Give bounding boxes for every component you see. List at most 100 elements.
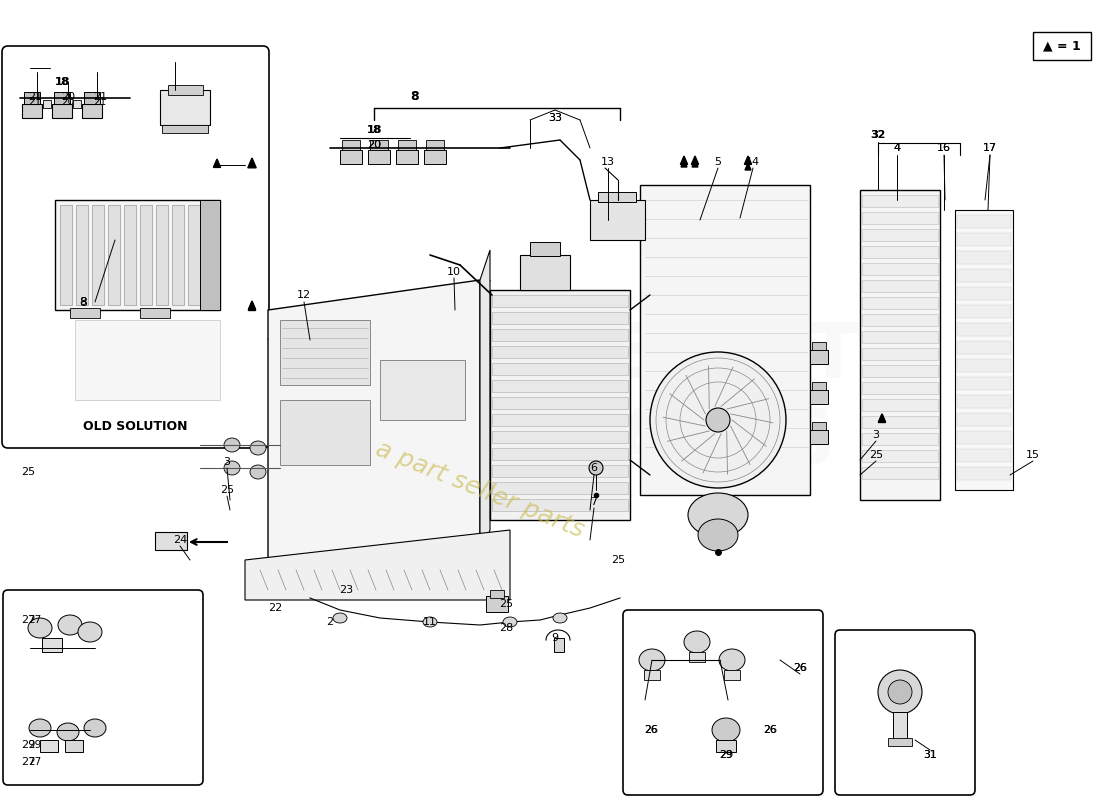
Text: 21: 21 [92,92,107,102]
Bar [162,125,208,133]
Bar [280,320,370,385]
Bar [140,205,152,305]
Bar [172,205,184,305]
Bar [689,652,705,662]
Bar [716,740,736,752]
Bar [75,320,220,400]
Polygon shape [745,163,751,170]
Bar [957,359,1011,372]
Text: 8: 8 [411,92,419,102]
Bar [490,590,504,598]
FancyBboxPatch shape [835,630,975,795]
Text: 25: 25 [21,467,35,477]
Ellipse shape [888,680,912,704]
Polygon shape [249,302,255,310]
Bar [492,397,628,409]
Bar [862,416,938,428]
Bar [84,92,100,104]
Text: 10: 10 [447,267,461,277]
Ellipse shape [553,613,566,623]
Text: 20: 20 [62,97,75,107]
FancyBboxPatch shape [3,590,204,785]
Text: 27: 27 [21,615,35,625]
Bar [724,670,740,680]
Text: 18: 18 [54,77,69,87]
Text: 26: 26 [793,663,806,673]
Text: 25: 25 [499,599,513,609]
Bar [957,431,1011,444]
Text: 20: 20 [60,92,75,102]
Bar [188,205,200,305]
Bar [82,104,102,118]
Bar [52,104,72,118]
Bar [860,190,940,500]
Text: 25: 25 [610,555,625,565]
Bar [957,413,1011,426]
Bar [490,290,630,520]
Ellipse shape [719,649,745,671]
Bar [492,414,628,426]
Ellipse shape [588,461,603,475]
Text: 5: 5 [715,157,722,167]
Bar [155,532,187,550]
Text: 22: 22 [268,603,282,613]
FancyBboxPatch shape [2,46,270,448]
Bar [955,210,1013,490]
Text: 12: 12 [297,290,311,300]
Text: ▲ = 1: ▲ = 1 [1043,39,1081,53]
Bar [812,382,826,390]
Bar [340,150,362,164]
Text: 29: 29 [719,750,733,760]
Bar [140,308,170,318]
Bar [160,90,210,125]
Text: 2: 2 [327,617,333,627]
Text: 25: 25 [220,485,234,495]
Polygon shape [480,250,490,560]
Text: 16: 16 [937,143,952,153]
Bar [590,200,645,240]
Bar [812,342,826,350]
Text: 18: 18 [366,125,382,135]
Text: 26: 26 [763,725,777,735]
Bar [862,399,938,411]
Bar [73,100,81,108]
Bar [862,382,938,394]
Polygon shape [248,158,256,168]
Text: 27: 27 [28,757,42,767]
Bar [957,287,1011,300]
Text: 4: 4 [893,143,901,153]
Bar [492,380,628,392]
Ellipse shape [650,352,786,488]
Polygon shape [245,530,510,600]
Text: 29: 29 [719,750,733,760]
Bar [862,297,938,309]
Ellipse shape [57,723,79,741]
Text: 8: 8 [79,297,87,307]
Bar [370,140,388,150]
Text: OLD SOLUTION: OLD SOLUTION [84,419,188,433]
Polygon shape [213,159,221,167]
Bar [530,242,560,256]
Bar [640,185,810,495]
Bar [492,312,628,324]
Bar [957,251,1011,264]
Text: 32: 32 [871,130,886,140]
Bar [957,215,1011,228]
Bar [862,365,938,377]
Bar [888,738,912,746]
Bar [54,92,70,104]
Bar [396,150,418,164]
Text: 33: 33 [548,113,562,123]
Text: 7: 7 [591,497,597,507]
Text: 27: 27 [28,615,42,625]
Text: 21: 21 [29,97,42,107]
Bar [486,596,508,612]
Bar [492,295,628,307]
Bar [426,140,444,150]
Bar [65,740,82,752]
Text: 3: 3 [223,457,231,467]
Ellipse shape [28,618,52,638]
Bar [520,255,570,290]
Polygon shape [249,301,255,310]
Bar [862,229,938,241]
